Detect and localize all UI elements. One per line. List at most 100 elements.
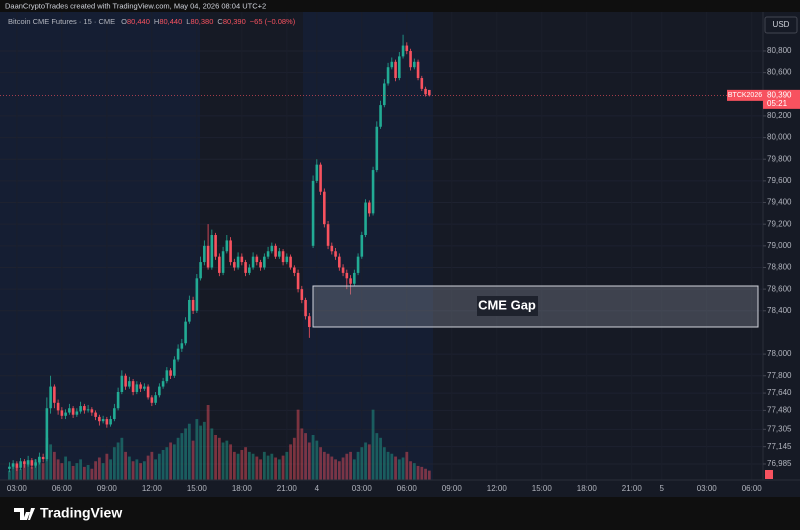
- candle-body: [30, 460, 34, 466]
- volume-bar: [60, 463, 64, 480]
- y-tick-label: 79,200: [767, 219, 792, 228]
- candle-body: [150, 397, 154, 403]
- settings-icon[interactable]: [765, 470, 773, 479]
- candle-body: [135, 384, 139, 392]
- volume-bar: [131, 461, 135, 480]
- volume-bar: [150, 451, 154, 480]
- candle-body: [158, 386, 161, 396]
- candle-body: [386, 67, 390, 84]
- x-tick-label: 12:00: [142, 484, 163, 493]
- y-tick-label: 80,800: [767, 46, 792, 55]
- candle-body: [270, 245, 274, 252]
- volume-bar: [371, 409, 375, 480]
- candle-body: [49, 386, 52, 409]
- brand: TradingView: [40, 505, 122, 521]
- currency[interactable]: USD: [773, 20, 790, 29]
- volume-bar: [266, 455, 270, 480]
- candle-body: [98, 416, 101, 422]
- candle-body: [195, 278, 199, 311]
- candle-body: [428, 89, 431, 96]
- candle-body: [349, 278, 352, 284]
- volume-bar: [214, 435, 217, 480]
- x-tick-label: 09:00: [442, 484, 463, 493]
- volume-bar: [146, 455, 150, 480]
- volume-bar: [139, 463, 143, 480]
- candle-body: [420, 78, 424, 89]
- volume-bar: [251, 453, 255, 480]
- candle-body: [240, 256, 244, 263]
- y-tick-label: 78,400: [767, 306, 792, 315]
- candle-body: [229, 240, 232, 263]
- candle-body: [326, 224, 330, 246]
- candle-body: [311, 180, 315, 246]
- x-tick-label: 15:00: [187, 484, 208, 493]
- volume-bar: [135, 459, 139, 480]
- legend-value: 80,380: [190, 17, 213, 26]
- volume-bar: [49, 444, 53, 480]
- candle-body: [401, 45, 405, 57]
- candle-body: [244, 262, 247, 273]
- y-tick-label: 80,000: [767, 133, 792, 142]
- volume-bar: [277, 459, 281, 480]
- volume-bar: [352, 459, 356, 480]
- volume-bar: [82, 466, 86, 480]
- x-tick-label: 5: [660, 484, 665, 493]
- candle-body: [161, 381, 165, 387]
- volume-bar: [94, 461, 98, 480]
- volume-bar: [90, 468, 94, 480]
- volume-bar: [289, 444, 292, 480]
- candle-body: [11, 463, 15, 467]
- volume-bar: [236, 453, 240, 480]
- volume-bar: [319, 447, 322, 480]
- candle-body: [364, 202, 367, 236]
- x-tick-label: 15:00: [532, 484, 553, 493]
- volume-bar: [221, 442, 225, 480]
- volume-bar: [97, 457, 101, 480]
- volume-bar: [412, 463, 416, 480]
- legend-value: 80,440: [127, 17, 150, 26]
- candle-body: [225, 240, 229, 252]
- countdown: 05:21: [767, 99, 788, 108]
- volume-bar: [229, 444, 232, 480]
- candle-body: [199, 262, 202, 279]
- volume-bar: [195, 419, 199, 480]
- candle-body: [131, 381, 135, 392]
- currency-button[interactable]: [764, 16, 798, 34]
- legend-change: −65 (−0.08%): [250, 17, 296, 26]
- candle-body: [203, 245, 206, 263]
- candle-body: [345, 272, 349, 279]
- volume-bar: [199, 425, 202, 480]
- volume-bar: [30, 466, 34, 480]
- y-tick-label: 78,600: [767, 284, 792, 293]
- candle-body: [56, 402, 60, 411]
- candle-body: [79, 406, 82, 412]
- volume-bar: [337, 461, 341, 480]
- candle-body: [41, 456, 45, 460]
- symbol-tag-bg: [727, 89, 763, 101]
- candle-body: [34, 462, 37, 466]
- volume-bar: [64, 456, 68, 480]
- x-tick-label: 09:00: [97, 484, 118, 493]
- y-tick-label: 79,800: [767, 154, 792, 163]
- volume-bar: [169, 442, 172, 480]
- volume-bar: [356, 451, 360, 480]
- candle-body: [94, 412, 97, 417]
- candle-body: [259, 262, 262, 268]
- x-tick-label: 4: [315, 484, 320, 493]
- candle-body: [266, 251, 270, 257]
- volume-bar: [259, 459, 262, 480]
- legend-value: 80,440: [159, 17, 182, 26]
- volume-bar: [382, 447, 386, 480]
- volume-bar: [386, 451, 390, 480]
- candle-body: [139, 384, 142, 389]
- candle-body: [113, 408, 116, 420]
- candle-body: [330, 245, 334, 252]
- y-tick-label: 77,145: [767, 442, 792, 451]
- volume-bar: [397, 459, 401, 480]
- annotation: CME Gap: [478, 297, 536, 312]
- candle-body: [285, 256, 289, 263]
- candle-body: [251, 256, 255, 268]
- x-tick-label: 12:00: [487, 484, 508, 493]
- x-tick-label: 03:00: [7, 484, 28, 493]
- volume-bar: [304, 433, 307, 480]
